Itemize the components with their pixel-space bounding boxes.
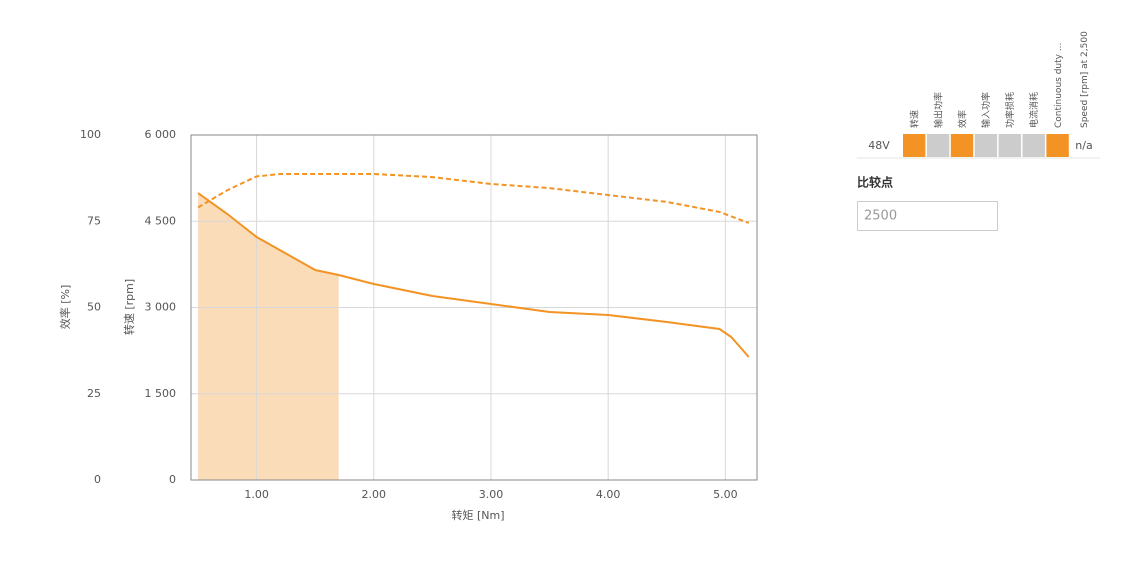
x-axis-label: 转矩 [Nm] (451, 508, 504, 522)
series-line (197, 172, 750, 224)
compare-value[interactable]: 2500 (864, 209, 897, 224)
y-tick-label: 6 000 (145, 128, 177, 141)
x-tick-label: 1.00 (244, 488, 269, 501)
row-label: 48V (868, 139, 890, 152)
y-tick-label: 0 (169, 473, 176, 486)
x-tick-label: 3.00 (479, 488, 504, 501)
y-tick-label: 1 500 (145, 387, 177, 400)
status-cell (974, 134, 998, 157)
column-header: 转速 (908, 110, 920, 128)
y2-tick-label: 25 (87, 387, 101, 400)
status-cell (950, 134, 974, 157)
compare-input[interactable] (857, 201, 998, 231)
status-cell (903, 134, 926, 157)
y-tick-label: 3 000 (145, 301, 177, 314)
y2-tick-label: 0 (94, 473, 101, 486)
y2-tick-label: 75 (87, 214, 101, 227)
status-cell (1022, 134, 1045, 157)
column-header: 效率 (956, 110, 968, 128)
status-cell (998, 134, 1021, 157)
row-value: n/a (1075, 139, 1092, 152)
y-axis-label: 转速 [rpm] (122, 279, 136, 335)
status-cell (1046, 134, 1069, 157)
status-cell (926, 134, 950, 157)
column-header: Speed [rpm] at 2,500 (1080, 31, 1090, 128)
column-header: 输出功率 (932, 92, 944, 128)
column-header: Continuous duty ... (1054, 43, 1064, 128)
y2-axis-label: 效率 [%] (58, 285, 72, 330)
compare-label: 比较点 (857, 175, 893, 190)
y2-tick-label: 50 (87, 301, 101, 314)
x-tick-label: 2.00 (362, 488, 387, 501)
column-header: 输入功率 (980, 92, 992, 128)
column-header: 功率损耗 (1004, 92, 1016, 128)
column-header: 电流消耗 (1028, 92, 1040, 128)
y-tick-label: 4 500 (145, 214, 177, 227)
x-tick-label: 5.00 (713, 488, 738, 501)
y2-tick-label: 100 (80, 128, 101, 141)
shaded-area (198, 193, 339, 480)
plot-frame (190, 134, 758, 481)
x-tick-label: 4.00 (596, 488, 621, 501)
series-line (197, 192, 750, 358)
